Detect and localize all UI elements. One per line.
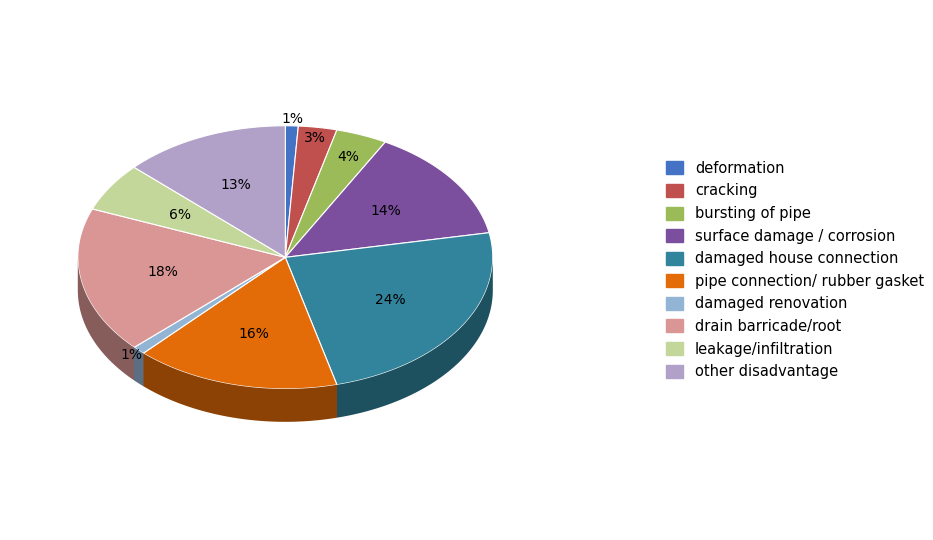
Polygon shape [285,130,385,258]
Polygon shape [134,347,144,386]
Text: 24%: 24% [375,293,406,307]
Text: 1%: 1% [281,112,303,126]
Polygon shape [134,126,285,258]
Polygon shape [285,258,337,418]
Text: 14%: 14% [370,204,401,218]
Text: 6%: 6% [169,208,191,222]
Polygon shape [337,258,493,418]
Polygon shape [285,142,489,258]
Text: 1%: 1% [120,348,142,362]
Polygon shape [92,167,285,258]
Polygon shape [134,258,285,380]
Polygon shape [77,258,134,380]
Polygon shape [285,233,493,385]
Text: 3%: 3% [304,131,327,145]
Text: 4%: 4% [337,150,359,164]
Text: 18%: 18% [147,265,178,279]
Polygon shape [134,258,285,353]
Text: 13%: 13% [220,178,251,192]
Polygon shape [144,258,337,389]
Polygon shape [144,258,285,386]
Legend: deformation, cracking, bursting of pipe, surface damage / corrosion, damaged hou: deformation, cracking, bursting of pipe,… [660,155,930,385]
Polygon shape [285,126,299,258]
Polygon shape [144,353,337,422]
Text: 16%: 16% [239,327,270,341]
Polygon shape [285,126,337,258]
Polygon shape [144,258,285,386]
Polygon shape [77,209,285,347]
Polygon shape [134,258,285,380]
Polygon shape [285,258,337,418]
